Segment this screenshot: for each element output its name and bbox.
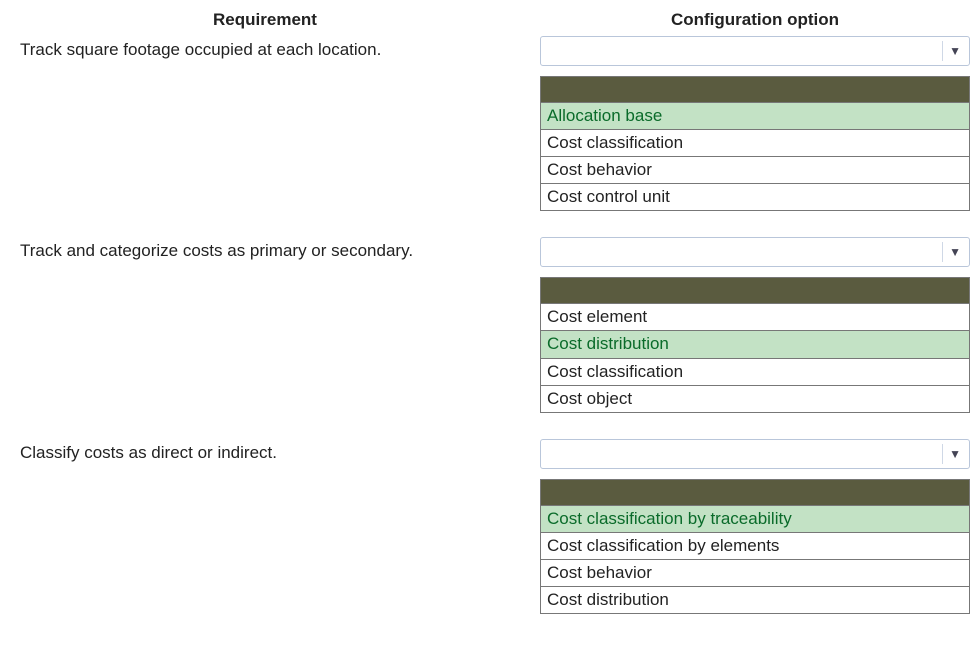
list-header xyxy=(541,77,969,103)
config-dropdown[interactable]: ▼ xyxy=(540,439,970,469)
list-item[interactable]: Cost behavior xyxy=(541,560,969,587)
chevron-down-icon: ▼ xyxy=(949,447,961,461)
list-item[interactable]: Cost distribution xyxy=(541,331,969,358)
config-block: ▼ Cost classification by traceability Co… xyxy=(540,439,970,614)
option-list: Cost element Cost distribution Cost clas… xyxy=(540,277,970,412)
list-item[interactable]: Cost object xyxy=(541,386,969,412)
requirement-text: Track and categorize costs as primary or… xyxy=(20,237,510,438)
list-item[interactable]: Cost classification by traceability xyxy=(541,506,969,533)
dropdown-divider xyxy=(942,444,943,464)
list-header xyxy=(541,480,969,506)
list-header xyxy=(541,278,969,304)
option-list: Cost classification by traceability Cost… xyxy=(540,479,970,614)
requirement-header: Requirement xyxy=(20,10,510,36)
config-dropdown[interactable]: ▼ xyxy=(540,237,970,267)
requirement-text: Classify costs as direct or indirect. xyxy=(20,439,510,640)
list-item[interactable]: Cost control unit xyxy=(541,184,969,210)
list-item[interactable]: Cost element xyxy=(541,304,969,331)
list-item[interactable]: Cost classification by elements xyxy=(541,533,969,560)
dropdown-divider xyxy=(942,242,943,262)
list-item[interactable]: Cost classification xyxy=(541,130,969,157)
chevron-down-icon: ▼ xyxy=(949,245,961,259)
config-header: Configuration option xyxy=(540,10,970,36)
requirement-text: Track square footage occupied at each lo… xyxy=(20,36,510,237)
config-dropdown[interactable]: ▼ xyxy=(540,36,970,66)
list-item[interactable]: Allocation base xyxy=(541,103,969,130)
config-block: ▼ Cost element Cost distribution Cost cl… xyxy=(540,237,970,412)
config-block: ▼ Allocation base Cost classification Co… xyxy=(540,36,970,211)
dropdown-divider xyxy=(942,41,943,61)
list-item[interactable]: Cost behavior xyxy=(541,157,969,184)
option-list: Allocation base Cost classification Cost… xyxy=(540,76,970,211)
chevron-down-icon: ▼ xyxy=(949,44,961,58)
list-item[interactable]: Cost classification xyxy=(541,359,969,386)
list-item[interactable]: Cost distribution xyxy=(541,587,969,613)
